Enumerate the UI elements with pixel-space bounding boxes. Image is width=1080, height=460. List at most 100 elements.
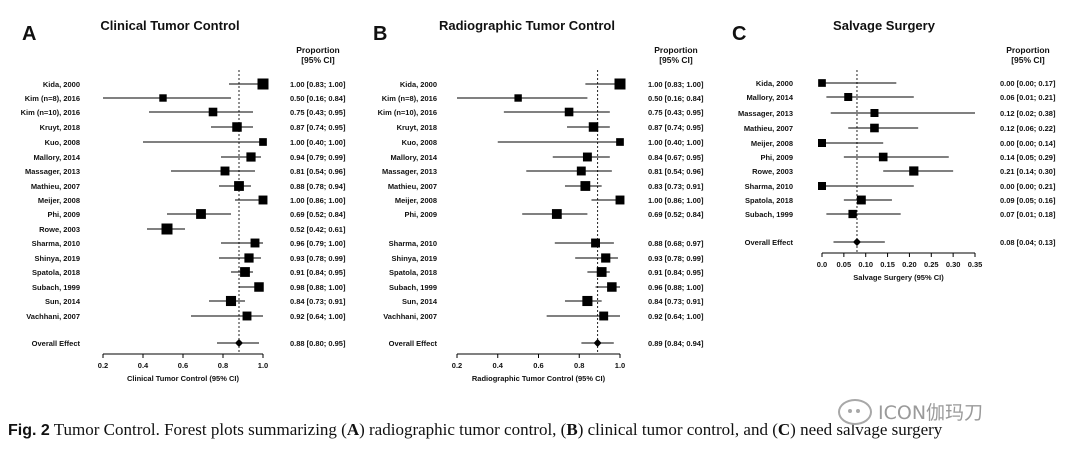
overall-effect: Overall Effect 0.89 [0.84; 0.94] [389,339,704,348]
study-ci-label: 1.00 [0.40; 1.00] [290,138,346,147]
study-name: Sharma, 2010 [745,182,793,191]
study-ci-label: 0.96 [0.79; 1.00] [290,239,346,248]
study-row: Sun, 2014 0.84 [0.73; 0.91] [45,295,346,307]
study-ci-label: 1.00 [0.83; 1.00] [290,80,346,89]
study-point [580,181,591,191]
study-ci-label: 0.50 [0.16; 0.84] [648,94,704,103]
x-tick-label: 1.0 [258,361,268,370]
study-row: Sun, 2014 0.84 [0.73; 0.91] [402,295,704,307]
study-point [159,94,167,102]
study-name: Sun, 2014 [402,297,438,306]
study-row: Spatola, 2018 0.91 [0.84; 0.95] [389,267,704,277]
x-axis-label: Radiographic Tumor Control (95% CI) [472,374,606,383]
study-point [599,311,609,321]
study-row: Vachhani, 2007 0.92 [0.64; 1.00] [383,311,704,321]
study-ci-label: 0.69 [0.52; 0.84] [648,210,704,219]
study-row: Meijer, 2008 0.00 [0.00; 0.14] [751,139,1056,148]
study-point [242,311,252,321]
ci-header-line2: [95% CI] [1011,55,1045,65]
study-ci-label: 0.52 [0.42; 0.61] [290,225,346,234]
study-point [582,152,592,162]
study-row: Kida, 2000 1.00 [0.83; 1.00] [43,78,346,90]
study-name: Kida, 2000 [756,79,793,88]
study-ci-label: 1.00 [0.83; 1.00] [648,80,704,89]
study-row: Massager, 2013 0.12 [0.02; 0.38] [738,109,1056,118]
study-name: Phi, 2009 [47,210,80,219]
study-row: Kuo, 2008 1.00 [0.40; 1.00] [402,138,704,147]
study-ci-label: 0.87 [0.74; 0.95] [648,123,704,132]
wechat-icon [838,398,872,425]
study-row: Sharma, 2010 0.00 [0.00; 0.21] [745,182,1056,191]
watermark-text: ICON伽玛刀 [878,402,984,424]
study-point [818,182,826,190]
study-ci-label: 1.00 [0.40; 1.00] [648,138,704,147]
study-name: Vachhani, 2007 [383,312,437,321]
study-name: Mallory, 2014 [746,93,793,102]
study-name: Shinya, 2019 [35,254,80,263]
study-ci-label: 0.93 [0.78; 0.99] [648,254,704,263]
study-point [614,78,626,90]
study-point [161,223,173,235]
overall-name: Overall Effect [389,339,438,348]
study-ci-label: 0.81 [0.54; 0.96] [648,167,704,176]
study-ci-label: 1.00 [0.86; 1.00] [290,196,346,205]
panel-title: Salvage Surgery [833,18,936,33]
study-point [616,138,624,146]
study-row: Subach, 1999 0.96 [0.88; 1.00] [389,282,704,292]
study-row: Spatola, 2018 0.09 [0.05; 0.16] [745,195,1056,205]
study-row: Kim (n=10), 2016 0.75 [0.43; 0.95] [21,107,346,117]
x-tick-label: 0.05 [837,260,852,269]
x-tick-label: 0.2 [98,361,108,370]
study-ci-label: 0.12 [0.02; 0.38] [1000,109,1056,118]
study-row: Mathieu, 2007 0.12 [0.06; 0.22] [744,123,1056,133]
study-point [250,238,260,248]
study-row: Subach, 1999 0.07 [0.01; 0.18] [745,209,1056,219]
caption-text-3: ) clinical tumor control, and ( [577,420,778,439]
study-name: Subach, 1999 [389,283,437,292]
study-ci-label: 0.07 [0.01; 0.18] [1000,210,1056,219]
overall-name: Overall Effect [32,339,81,348]
study-name: Kim (n=8), 2016 [382,94,437,103]
study-row: Vachhani, 2007 0.92 [0.64; 1.00] [26,311,346,321]
x-tick-label: 0.6 [533,361,543,370]
study-row: Subach, 1999 0.98 [0.88; 1.00] [32,282,346,292]
x-tick-label: 0.10 [858,260,873,269]
x-tick-label: 0.4 [493,361,504,370]
study-point [564,107,574,117]
study-ci-label: 0.83 [0.73; 0.91] [648,182,704,191]
study-name: Rowe, 2003 [39,225,80,234]
study-ci-label: 0.21 [0.14; 0.30] [1000,167,1056,176]
overall-diamond [852,238,861,246]
study-row: Mallory, 2014 0.06 [0.01; 0.21] [746,93,1056,102]
study-row: Kida, 2000 1.00 [0.83; 1.00] [400,78,704,90]
study-ci-label: 0.93 [0.78; 0.99] [290,254,346,263]
overall-name: Overall Effect [745,238,794,247]
study-ci-label: 0.75 [0.43; 0.95] [290,108,346,117]
study-ci-label: 0.87 [0.74; 0.95] [290,123,346,132]
forest-panel-b: B Radiographic Tumor Control Proportion[95… [373,18,704,383]
study-row: Kim (n=8), 2016 0.50 [0.16; 0.84] [25,94,346,103]
study-point [257,78,269,90]
study-point [615,195,625,205]
panel-title: Clinical Tumor Control [100,18,239,33]
overall-effect: Overall Effect 0.88 [0.80; 0.95] [32,339,346,348]
study-name: Kuo, 2008 [45,138,80,147]
study-ci-label: 0.94 [0.79; 0.99] [290,153,346,162]
study-ci-label: 0.88 [0.68; 0.97] [648,239,704,248]
study-ci-label: 0.98 [0.88; 1.00] [290,283,346,292]
study-point [582,295,593,307]
caption-text-1: Tumor Control. Forest plots summarizing … [49,420,347,439]
study-point [596,267,607,277]
study-name: Mathieu, 2007 [31,182,80,191]
study-name: Vachhani, 2007 [26,312,80,321]
study-name: Shinya, 2019 [392,254,437,263]
overall-effect: Overall Effect 0.08 [0.04; 0.13] [745,238,1056,247]
x-axis-label: Clinical Tumor Control (95% CI) [127,374,239,383]
study-point [234,181,244,191]
study-name: Kim (n=10), 2016 [21,108,80,117]
study-row: Massager, 2013 0.81 [0.54; 0.96] [25,166,346,176]
forest-panel-a: A Clinical Tumor Control Proportion[95% CI… [21,18,346,383]
x-tick-label: 1.0 [615,361,625,370]
study-ci-label: 0.50 [0.16; 0.84] [290,94,346,103]
